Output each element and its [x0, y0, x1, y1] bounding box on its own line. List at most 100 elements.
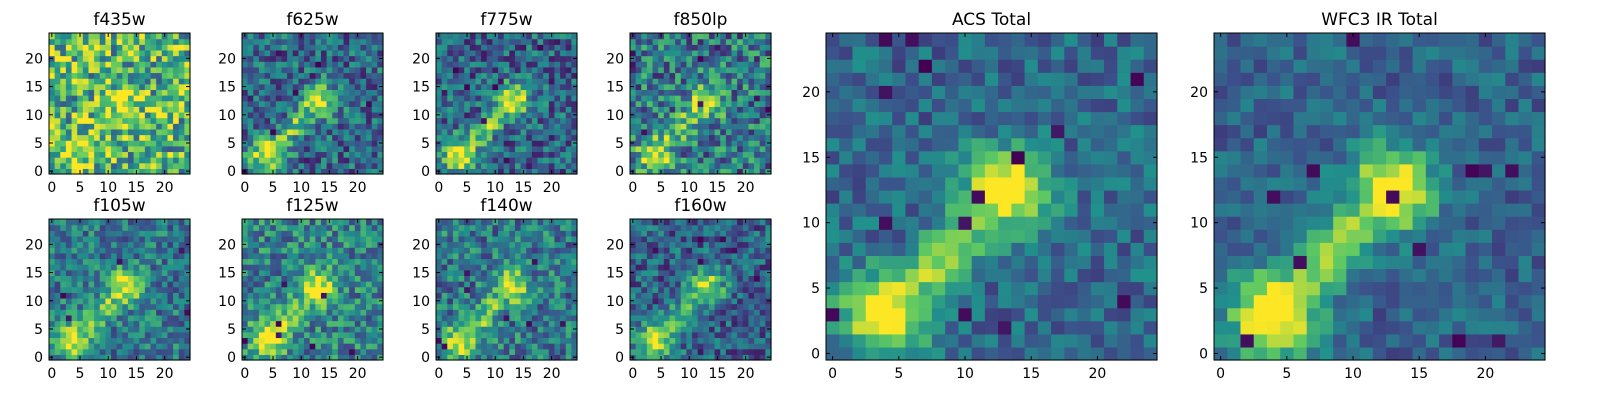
heatmap-cell	[675, 314, 682, 322]
heatmap-cell	[680, 309, 687, 316]
heatmap-cell	[315, 264, 322, 271]
heatmap-cell	[54, 55, 61, 62]
heatmap-cell	[548, 326, 556, 333]
heatmap-cell	[54, 309, 61, 316]
heatmap-cell	[464, 269, 471, 276]
heatmap-cell	[481, 230, 488, 237]
heatmap-cell	[554, 331, 561, 339]
heatmap-cell	[675, 281, 682, 288]
heatmap-cell	[520, 89, 527, 96]
heatmap-cell	[253, 281, 260, 288]
heatmap-cell	[652, 66, 659, 74]
heatmap-cell	[315, 252, 322, 260]
heatmap-cell	[133, 83, 140, 90]
heatmap-cell	[452, 241, 460, 248]
heatmap-cell	[275, 168, 283, 175]
heatmap-cell	[332, 44, 339, 51]
heatmap-cell	[469, 111, 477, 119]
heatmap-cell	[247, 151, 254, 158]
heatmap-cell	[537, 95, 544, 102]
heatmap-cell	[658, 309, 665, 316]
heatmap-cell	[526, 145, 533, 153]
heatmap-cell	[371, 348, 378, 355]
heatmap-cell	[537, 252, 544, 260]
heatmap-cell	[537, 303, 544, 310]
heatmap-cell	[669, 162, 676, 169]
heatmap-cell	[554, 264, 561, 271]
heatmap-cell	[742, 292, 750, 299]
heatmap-cell	[560, 297, 567, 305]
heatmap-cell	[326, 162, 333, 169]
panel-title: f140w	[480, 196, 532, 216]
heatmap-cell	[571, 292, 578, 299]
heatmap-cell	[60, 241, 67, 248]
heatmap-cell	[475, 309, 482, 316]
heatmap-cell	[680, 78, 687, 85]
heatmap-cell	[492, 123, 499, 130]
heatmap-cell	[742, 134, 750, 141]
heatmap-cell	[441, 145, 448, 153]
heatmap-cell	[326, 145, 333, 153]
heatmap-cell	[315, 89, 322, 96]
heatmap-cell	[320, 168, 328, 175]
heatmap-cell	[641, 83, 648, 90]
heatmap-cell	[60, 292, 67, 299]
heatmap-cell	[49, 343, 56, 350]
heatmap-cell	[503, 134, 510, 141]
heatmap-cell	[161, 83, 169, 90]
heatmap-cell	[144, 348, 152, 355]
heatmap-cell	[105, 117, 112, 124]
heatmap-cell	[686, 100, 693, 107]
heatmap-cell	[264, 162, 271, 169]
heatmap-cell	[258, 219, 266, 226]
heatmap-cell	[287, 292, 294, 299]
heatmap-cell	[765, 275, 772, 282]
heatmap-cell	[354, 111, 362, 119]
heatmap-cell	[537, 151, 544, 158]
heatmap-cell	[247, 44, 254, 51]
heatmap-cell	[122, 264, 129, 271]
heatmap-cell	[486, 140, 493, 147]
heatmap-cell	[99, 38, 106, 45]
heatmap-cell	[464, 61, 471, 68]
heatmap-cell	[360, 247, 367, 254]
heatmap-cell	[315, 140, 322, 147]
heatmap-cell	[635, 337, 642, 344]
heatmap-cell	[253, 168, 260, 175]
heatmap-cell	[60, 33, 67, 40]
heatmap-cell	[111, 303, 118, 310]
heatmap-cell	[458, 117, 465, 124]
heatmap-cell	[65, 61, 73, 68]
heatmap-cell	[133, 343, 140, 350]
heatmap-cell	[281, 111, 288, 119]
heatmap-cell	[99, 252, 106, 260]
heatmap-cell	[371, 230, 378, 237]
heatmap-cell	[658, 320, 665, 327]
heatmap-cell	[173, 38, 180, 45]
heatmap-cell	[116, 286, 123, 293]
heatmap-cell	[441, 111, 448, 119]
heatmap-cell	[452, 258, 460, 265]
heatmap-cell	[287, 33, 294, 40]
heatmap-cell	[560, 106, 567, 113]
heatmap-cell	[139, 264, 146, 271]
y-tick-label: 20	[218, 237, 236, 253]
heatmap-cell	[298, 38, 305, 45]
heatmap-cell	[77, 247, 84, 254]
heatmap-cell	[105, 348, 112, 355]
heatmap-cell	[320, 326, 328, 333]
heatmap-cell	[360, 168, 367, 175]
heatmap-cell	[543, 89, 550, 96]
heatmap-cell	[264, 123, 271, 130]
heatmap-cell	[173, 117, 180, 124]
heatmap-cell	[298, 123, 305, 130]
heatmap-cell	[270, 134, 277, 141]
heatmap-cell	[173, 235, 180, 243]
heatmap-cell	[481, 168, 488, 175]
heatmap-cell	[184, 49, 191, 57]
heatmap-cell	[720, 55, 727, 62]
heatmap-cell	[122, 140, 129, 147]
heatmap-cell	[309, 151, 316, 158]
heatmap-cell	[708, 134, 716, 141]
